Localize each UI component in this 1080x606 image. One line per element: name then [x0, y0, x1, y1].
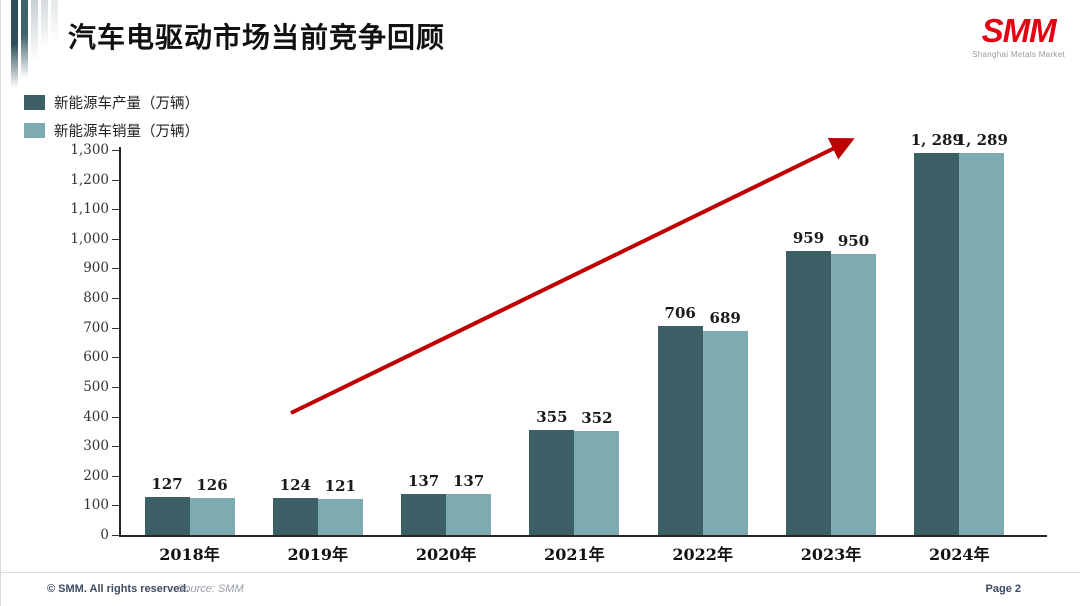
y-axis-tick-mark	[112, 535, 119, 536]
footer-source: Source: SMM	[177, 583, 244, 595]
bar-value-label: 352	[581, 408, 613, 427]
bar-production	[914, 153, 960, 535]
bar-production	[657, 325, 703, 535]
footer-copyright: © SMM. All rights reserved.	[47, 583, 190, 595]
smm-logo-text: SMM	[981, 12, 1057, 49]
smm-logo: SMM Shanghai Metals Market	[972, 14, 1065, 59]
y-axis-tick-label: 900	[83, 260, 109, 277]
legend-swatch	[24, 123, 45, 138]
x-category-label: 2023年	[800, 545, 862, 564]
y-axis-tick-label: 1,000	[70, 230, 109, 247]
y-axis-tick-mark	[112, 298, 119, 300]
y-axis-tick-label: 400	[83, 408, 109, 425]
deco-bar	[31, 0, 38, 62]
deco-bar	[41, 0, 48, 50]
bar-production	[786, 250, 831, 535]
y-axis-tick-label: 1,300	[70, 142, 109, 158]
x-category-label: 2019年	[287, 545, 349, 564]
y-axis-tick-mark	[112, 416, 119, 418]
deco-bar	[51, 0, 58, 42]
legend-label: 新能源车销量（万辆）	[54, 124, 199, 140]
x-category-label: 2021年	[544, 545, 605, 564]
y-axis-tick-mark	[112, 386, 119, 388]
x-axis-line	[119, 535, 1047, 537]
y-axis-tick-mark	[112, 475, 119, 477]
footer-page-number: Page 2	[985, 583, 1021, 595]
bar-value-label: 124	[279, 476, 311, 495]
bar-value-label: 137	[407, 472, 440, 491]
bar-sales	[574, 430, 620, 535]
x-category-label: 2024年	[929, 545, 990, 564]
deco-bar	[21, 0, 28, 78]
y-axis-tick-label: 200	[83, 467, 109, 484]
y-axis-tick-mark	[112, 238, 119, 240]
bar-production	[529, 429, 575, 535]
page-title: 汽车电驱动市场当前竞争回顾	[68, 22, 446, 53]
bar-production	[144, 497, 190, 535]
y-axis-tick-mark	[112, 446, 119, 448]
deco-bar	[11, 0, 18, 88]
bar-sales	[959, 153, 1005, 535]
y-axis-tick-label: 100	[83, 497, 109, 514]
bar-value-label: 1, 289	[955, 131, 1008, 150]
y-axis-tick-label: 800	[83, 290, 109, 307]
smm-logo-subtitle: Shanghai Metals Market	[972, 50, 1065, 59]
bar-production	[272, 498, 318, 535]
footer-divider	[1, 572, 1080, 573]
bar-value-label: 137	[452, 472, 485, 491]
bar-value-label: 950	[837, 231, 870, 250]
y-axis-tick-mark	[112, 505, 119, 507]
y-axis-tick-label: 1,200	[70, 171, 109, 188]
bar-value-label: 127	[151, 475, 183, 494]
y-axis-tick-mark	[112, 150, 119, 151]
legend-item: 新能源车产量（万辆）	[24, 92, 199, 113]
y-axis-tick-mark	[112, 209, 119, 211]
y-axis-tick-mark	[112, 357, 119, 359]
y-axis-tick-mark	[112, 327, 119, 329]
y-axis-tick-mark	[112, 268, 119, 270]
y-axis-tick-label: 1,100	[70, 201, 109, 218]
y-axis-line	[119, 147, 121, 535]
y-axis-tick-label: 0	[100, 527, 109, 543]
y-axis-tick-label: 300	[83, 438, 109, 455]
bar-sales	[317, 499, 363, 535]
bar-production	[401, 494, 447, 535]
bar-value-label: 121	[324, 477, 356, 496]
x-category-label: 2022年	[672, 545, 733, 564]
legend-item: 新能源车销量（万辆）	[24, 120, 199, 141]
bar-value-label: 1, 289	[910, 131, 963, 150]
bar-sales	[189, 497, 235, 535]
x-category-label: 2018年	[159, 545, 220, 564]
y-axis-tick-label: 600	[83, 349, 109, 366]
deco-bars-icon	[11, 0, 58, 88]
chart-legend: 新能源车产量（万辆） 新能源车销量（万辆）	[24, 92, 199, 148]
legend-swatch	[24, 95, 45, 110]
x-category-label: 2020年	[415, 545, 477, 564]
y-axis-tick-mark	[112, 179, 119, 181]
bar-value-label: 126	[196, 475, 228, 494]
bar-sales	[831, 253, 876, 535]
bar-sales	[702, 330, 748, 535]
bar-sales	[446, 494, 492, 535]
y-axis-tick-label: 500	[83, 378, 109, 395]
legend-label: 新能源车产量（万辆）	[54, 96, 199, 112]
y-axis-tick-label: 700	[83, 319, 109, 336]
bar-value-label: 689	[709, 308, 741, 327]
